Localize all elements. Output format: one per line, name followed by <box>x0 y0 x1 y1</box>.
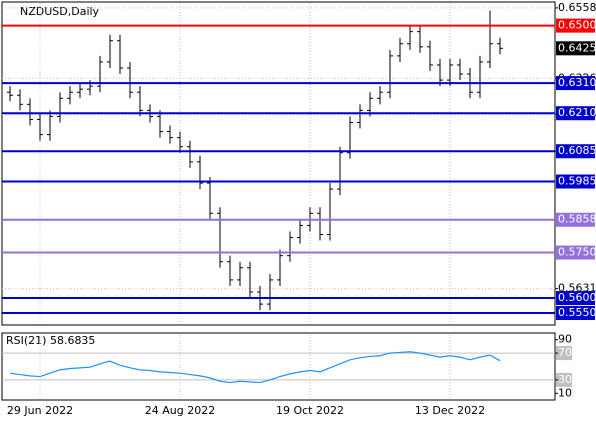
x-tick-label: 13 Dec 2022 <box>415 404 485 417</box>
level-box <box>556 76 595 91</box>
main-panel <box>1 1 556 326</box>
rsi-panel <box>1 332 556 401</box>
level-box <box>556 305 595 320</box>
y-tick-box <box>556 346 572 361</box>
rsi-line <box>9 351 501 384</box>
current-price-box <box>556 41 595 56</box>
x-tick-label: 24 Aug 2022 <box>145 404 215 417</box>
rsi-title: RSI(21) 58.6835 <box>6 334 95 347</box>
x-tick-label: 29 Jun 2022 <box>7 404 73 417</box>
level-label: 0.63101 <box>558 76 596 89</box>
level-label: 0.57503 <box>558 246 596 259</box>
level-box <box>556 291 595 306</box>
y-tick-label: 30 <box>558 373 572 386</box>
level-box <box>556 174 595 189</box>
y-tick-label: 10 <box>558 386 572 399</box>
x-tick-label: 19 Oct 2022 <box>276 404 344 417</box>
level-box <box>556 212 595 227</box>
y-tick-label: 70 <box>558 346 572 359</box>
y-tick-label: 90 <box>558 333 572 346</box>
y-tick-box <box>556 372 572 387</box>
current-price-label: 0.64250 <box>558 41 596 54</box>
level-box <box>556 144 595 159</box>
level-box <box>556 245 595 260</box>
level-label: 0.55507 <box>558 306 596 319</box>
y-tick-label: 0.65585 <box>558 1 596 14</box>
level-box <box>556 18 595 33</box>
chart-title: NZDUSD,Daily <box>20 5 100 18</box>
level-box <box>556 106 595 121</box>
level-label: 0.62106 <box>558 106 596 119</box>
level-label: 0.58587 <box>558 213 596 226</box>
